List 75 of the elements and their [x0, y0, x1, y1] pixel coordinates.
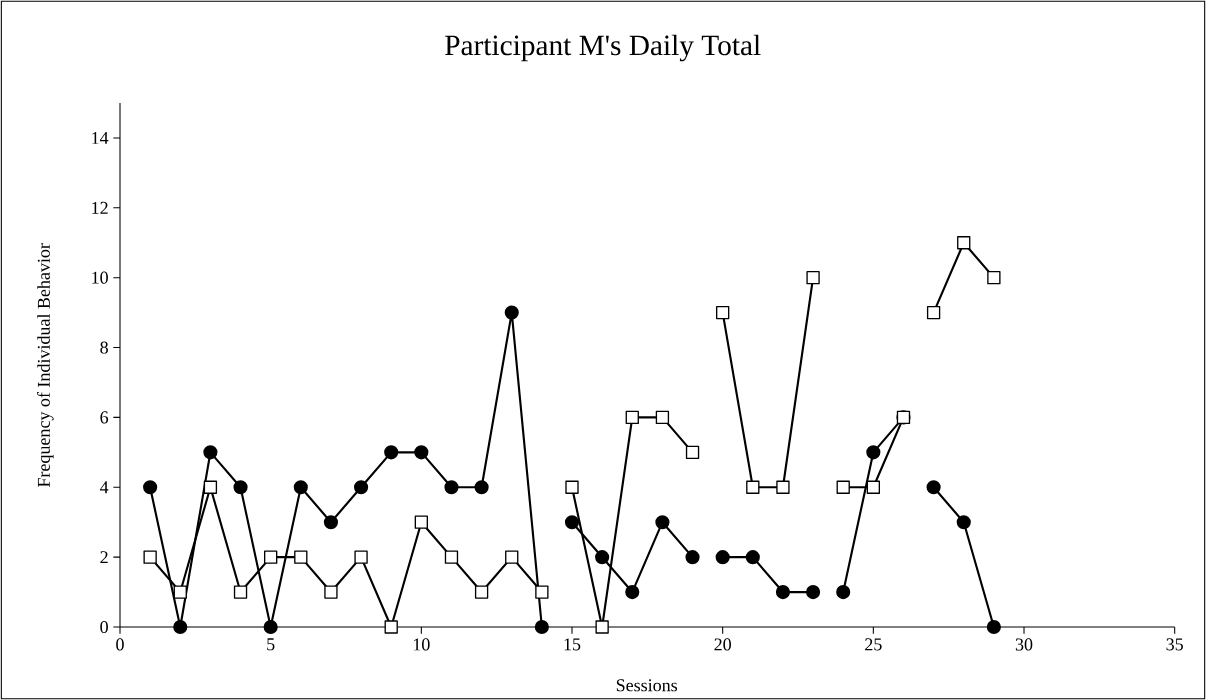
point	[745, 550, 760, 565]
point	[203, 445, 218, 460]
point	[685, 445, 700, 459]
point	[565, 480, 579, 494]
y-axis-title: Frequency of Individual Behavior	[37, 243, 54, 488]
x-tick-label: 35	[1166, 638, 1183, 651]
point	[806, 271, 820, 285]
x-axis-title: Sessions	[616, 679, 678, 692]
x-tick-label: 30	[1015, 638, 1033, 651]
point	[926, 480, 941, 495]
x-tick-label: 25	[865, 638, 882, 651]
point	[956, 515, 971, 530]
point	[143, 480, 158, 495]
point	[293, 480, 308, 495]
point	[354, 480, 369, 495]
point	[143, 550, 157, 564]
point	[564, 515, 580, 530]
point	[173, 585, 187, 599]
point	[505, 550, 519, 564]
point	[233, 585, 248, 599]
point	[444, 480, 459, 495]
y-tick-label: 0	[100, 620, 108, 634]
point	[836, 585, 851, 600]
point	[655, 410, 670, 425]
x-tick-label: 5	[267, 638, 275, 651]
point	[746, 480, 760, 494]
chart-title: Participant M's Daily Total	[445, 34, 761, 62]
point	[866, 445, 881, 460]
point	[836, 480, 850, 494]
point	[534, 619, 549, 635]
y-tick-label: 10	[92, 271, 108, 284]
point	[474, 480, 489, 495]
point	[926, 305, 941, 320]
point	[354, 550, 368, 564]
x-tick-label: 10	[413, 638, 430, 651]
point	[776, 480, 790, 494]
x-tick-label: 0	[116, 638, 124, 651]
point	[384, 620, 398, 634]
point	[535, 585, 549, 599]
point	[324, 585, 338, 599]
point	[715, 550, 730, 565]
point	[384, 445, 399, 460]
point	[294, 550, 308, 564]
point	[987, 271, 1001, 285]
point	[866, 480, 881, 494]
point	[323, 515, 339, 530]
point	[263, 619, 278, 635]
point	[655, 515, 670, 530]
point	[444, 550, 459, 564]
point	[414, 445, 429, 460]
y-tick-label: 8	[100, 341, 108, 354]
point	[806, 585, 821, 600]
point	[233, 480, 248, 495]
point	[595, 620, 609, 634]
x-tick-label: 20	[714, 638, 731, 651]
point	[685, 550, 700, 565]
point	[595, 550, 610, 565]
point	[474, 585, 489, 599]
y-tick-label: 12	[92, 201, 108, 214]
point	[625, 410, 639, 425]
point	[414, 515, 429, 529]
point	[957, 236, 971, 250]
y-tick-label: 6	[100, 411, 109, 424]
point	[264, 550, 278, 564]
y-tick-label: 14	[92, 131, 109, 144]
point	[986, 619, 1001, 635]
y-tick-label: 2	[100, 551, 108, 564]
point	[716, 305, 730, 320]
point	[173, 619, 188, 635]
y-tick-label: 4	[99, 481, 109, 494]
point	[203, 480, 218, 494]
x-tick-label: 15	[564, 638, 581, 651]
point	[504, 305, 519, 320]
point	[775, 585, 791, 600]
point	[625, 585, 640, 600]
